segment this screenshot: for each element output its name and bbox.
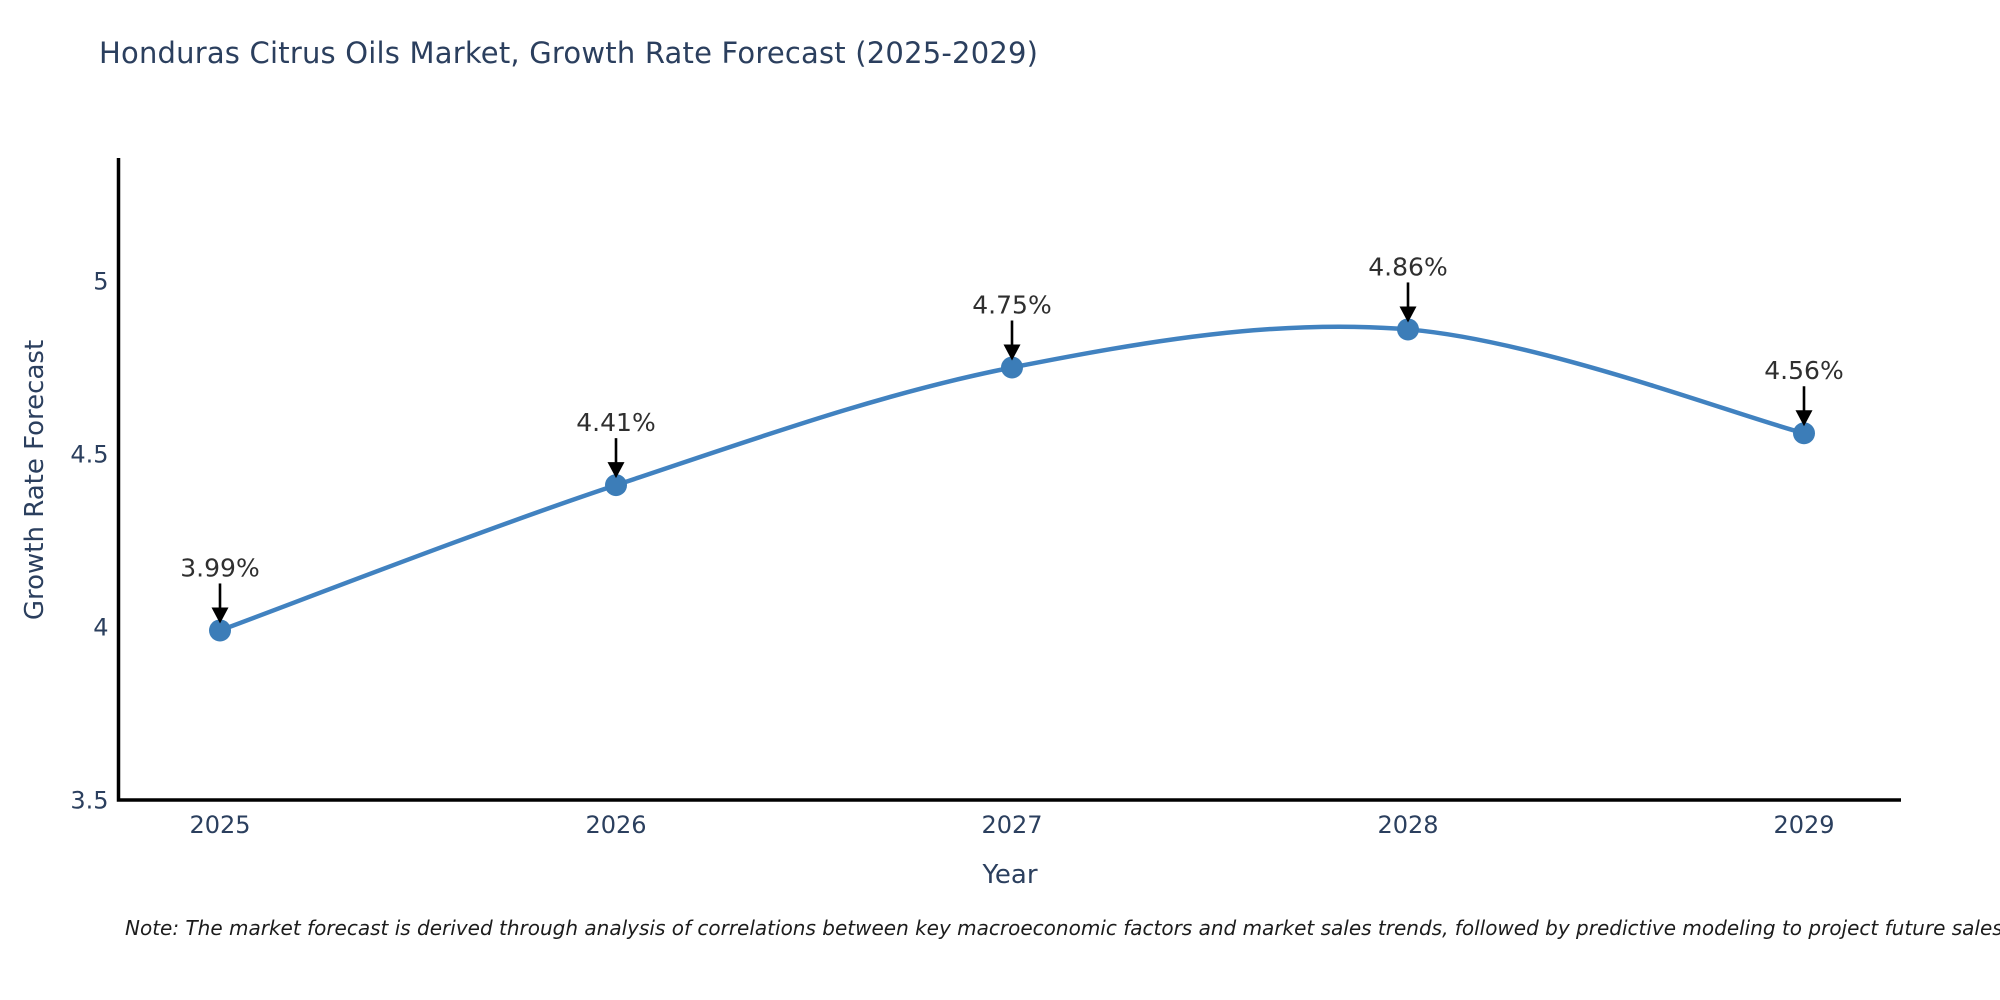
x-tick-label: 2029: [1773, 811, 1834, 839]
annotation-arrow-head: [1399, 306, 1417, 323]
annotation-arrow-head: [1003, 344, 1021, 361]
annotation-arrow-head: [1795, 410, 1813, 427]
x-tick-label: 2025: [189, 811, 250, 839]
x-tick-label: 2027: [981, 811, 1042, 839]
y-tick-label: 4.5: [70, 441, 108, 469]
axis-lines: [116, 158, 1901, 802]
data-point-value-label: 4.86%: [1368, 252, 1447, 281]
data-point-marker: [1397, 318, 1419, 341]
data-point-value-label: 4.41%: [576, 408, 655, 437]
data-point-marker: [605, 474, 627, 497]
data-point-value-label: 4.56%: [1764, 356, 1843, 385]
y-tick-label: 3.5: [70, 787, 108, 815]
y-axis-title: Growth Rate Forecast: [20, 339, 50, 621]
chart-footnote: Note: The market forecast is derived thr…: [125, 916, 2000, 940]
annotation-arrow-head: [607, 462, 625, 479]
y-tick-label: 5: [93, 268, 108, 296]
data-point-marker: [1001, 356, 1023, 379]
data-point-value-label: 4.75%: [972, 291, 1051, 320]
data-point-marker: [1793, 422, 1815, 445]
x-tick-label: 2026: [585, 811, 646, 839]
x-axis-title: Year: [982, 860, 1038, 890]
data-point-marker: [209, 619, 231, 642]
y-tick-label: 4: [93, 614, 108, 642]
annotation-arrow-head: [211, 607, 229, 624]
data-point-value-label: 3.99%: [180, 553, 259, 582]
chart-title: Honduras Citrus Oils Market, Growth Rate…: [99, 36, 1039, 70]
x-tick-label: 2028: [1377, 811, 1438, 839]
